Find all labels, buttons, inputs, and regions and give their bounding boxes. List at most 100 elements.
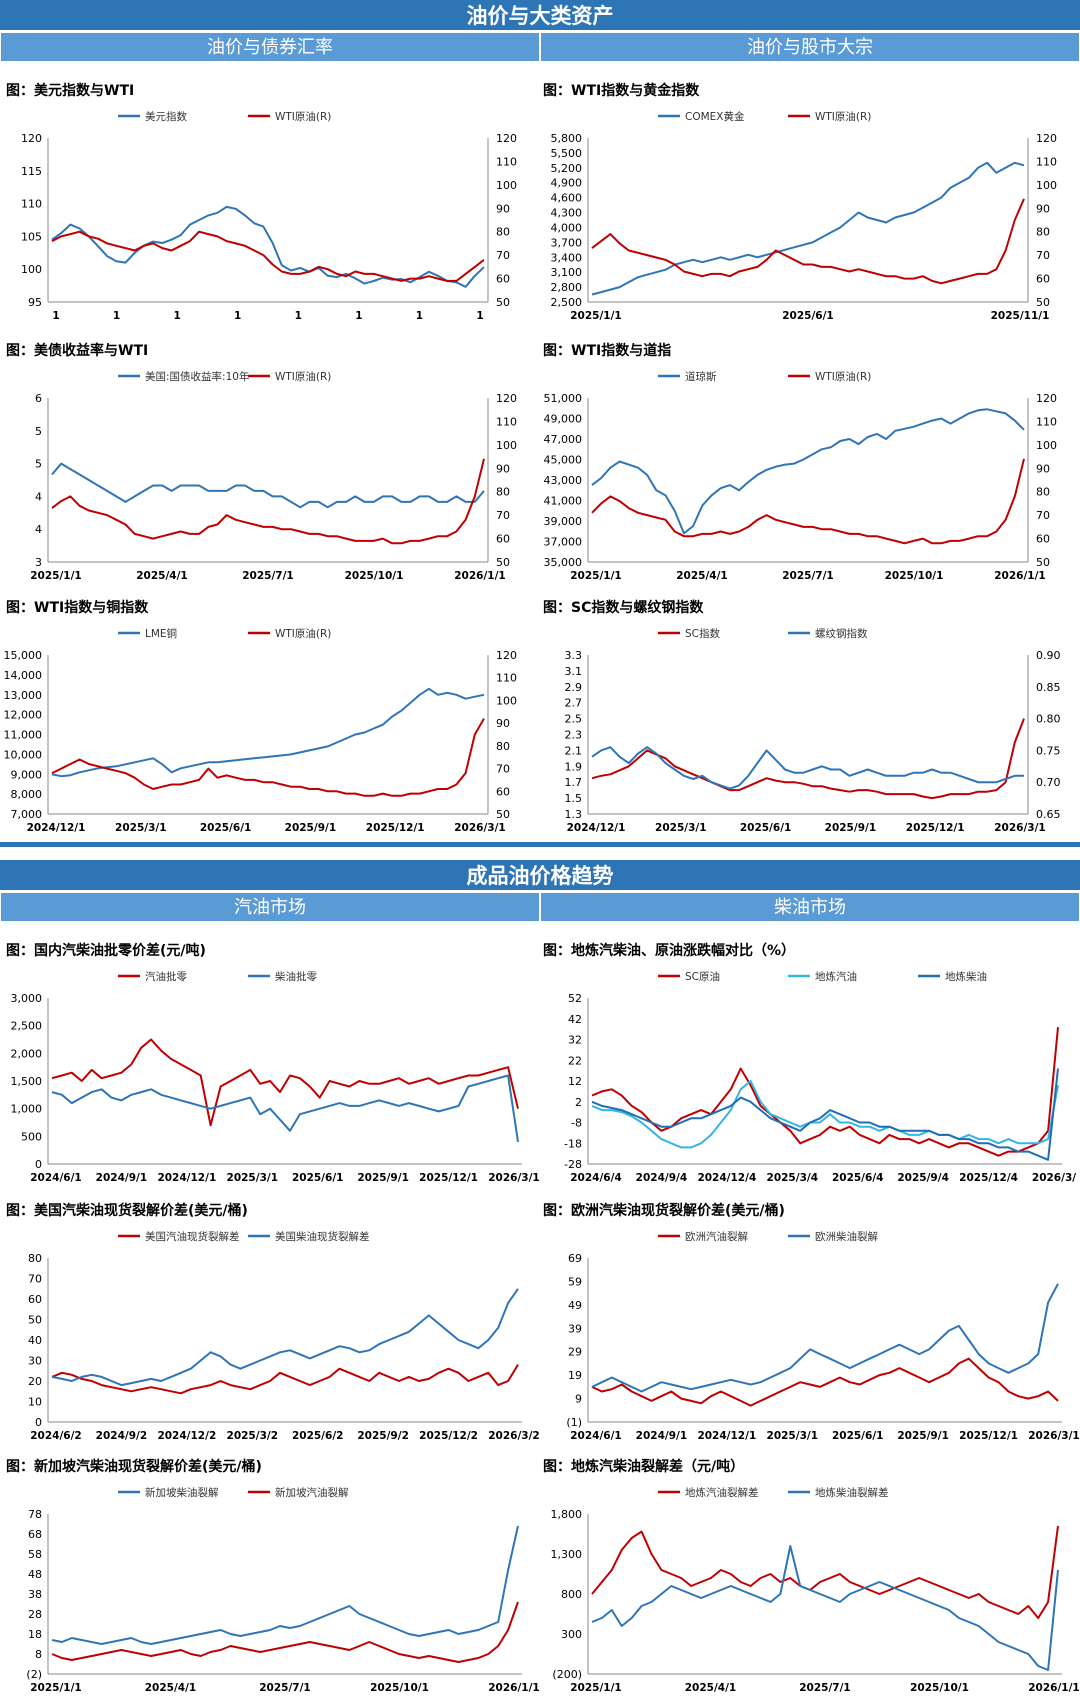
y-tick-label-right: 0.65 — [1036, 808, 1061, 821]
x-tick-label: 2025/6/1 — [200, 822, 252, 834]
y-tick-label-left: 120 — [21, 132, 42, 145]
y-tick-label-right: 110 — [1036, 155, 1057, 168]
y-tick-label-left: 80 — [28, 1252, 42, 1265]
y-tick-label-left: 35,000 — [544, 556, 583, 569]
y-tick-label-right: 0.70 — [1036, 776, 1061, 789]
legend-label: WTI原油(R) — [275, 627, 331, 640]
chart-sg-crack: 78 68 58 48 38 28 18 8 (2)2025/1/1 2025/4/1 2025/7… — [26, 1486, 539, 1694]
series-line — [51, 1364, 519, 1395]
y-tick-label-right: 70 — [496, 249, 510, 262]
y-tick-label-left: 14,000 — [4, 669, 43, 682]
y-tick-label-left: 5,800 — [551, 132, 583, 145]
x-tick-label: 2025/7/1 — [799, 1682, 851, 1694]
y-tick-label-left: 41,000 — [544, 495, 583, 508]
series-line — [591, 718, 1025, 800]
y-tick-label-left: -28 — [564, 1158, 582, 1171]
x-tick-label: 1 — [295, 310, 302, 322]
legend-label: 欧洲柴油裂解 — [815, 1230, 878, 1243]
y-tick-label-right: 60 — [496, 785, 510, 798]
y-tick-label-left: 3.3 — [565, 649, 583, 662]
x-tick-label: 1 — [476, 310, 483, 322]
y-tick-label-left: 95 — [28, 296, 42, 309]
y-tick-label-left: 110 — [21, 198, 42, 211]
x-tick-label: 2025/4/1 — [676, 570, 728, 582]
y-tick-label-right: 60 — [1036, 533, 1050, 546]
x-tick-label: 2024/6/4 — [570, 1172, 622, 1184]
y-tick-label-right: 60 — [496, 273, 510, 286]
x-tick-label: 2025/10/1 — [910, 1682, 969, 1694]
legend-label: 地炼柴油 — [945, 970, 987, 983]
legend-label: 地炼汽油裂解差 — [685, 1486, 759, 1499]
section1-left-header: 油价与债券汇率 — [0, 32, 540, 62]
y-tick-label-left: 5 — [35, 425, 42, 438]
y-tick-label-right: 110 — [496, 672, 517, 685]
series-line — [591, 1080, 1059, 1149]
y-tick-label-left: 50 — [28, 1314, 42, 1327]
series-line — [51, 205, 485, 288]
series-line — [51, 1601, 519, 1663]
y-tick-label-left: 38 — [28, 1588, 42, 1601]
y-tick-label-right: 80 — [496, 486, 510, 499]
chart-usd-wti: 120 115 110 105 100 95 120 110 100 90 80 70 60 50 1 1 1 1… — [21, 110, 517, 322]
y-tick-label-right: 0.75 — [1036, 744, 1061, 757]
series-line — [51, 687, 485, 778]
y-tick-label-left: 2.3 — [565, 729, 583, 742]
y-tick-label-left: 4,600 — [551, 192, 583, 205]
y-tick-label-left: 13,000 — [4, 689, 43, 702]
legend-label: 柴油批零 — [275, 970, 317, 983]
x-tick-label: 2025/12/1 — [419, 1172, 478, 1184]
y-tick-label-left: 39,000 — [544, 515, 583, 528]
chart-wti-dow: 51,000 49,000 47,000 45,000 43,000 41,000 39,0… — [544, 370, 1058, 582]
x-tick-label: 2024/12/2 — [157, 1430, 216, 1442]
panel-title-wti-copper: 图：WTI指数与铜指数 — [6, 600, 149, 616]
x-tick-label: 2026/3/1 — [1028, 1430, 1080, 1442]
legend-label: SC原油 — [685, 970, 720, 983]
y-tick-label-left: 9,000 — [11, 768, 43, 781]
panel-title-teapot-change: 图：地炼汽柴油、原油涨跌幅对比（%） — [543, 943, 796, 959]
y-tick-label-right: 100 — [1036, 179, 1057, 192]
y-tick-label-left: 15,000 — [4, 649, 43, 662]
y-tick-label-left: 3 — [35, 556, 42, 569]
y-tick-label-right: 110 — [496, 415, 517, 428]
panel-title-domestic-spread: 图：国内汽柴油批零价差(元/吨) — [6, 943, 206, 959]
y-tick-label-right: 0.80 — [1036, 713, 1061, 726]
y-tick-label-left: 37,000 — [544, 536, 583, 549]
y-tick-label-left: 43,000 — [544, 474, 583, 487]
section2-left-header: 汽油市场 — [0, 892, 540, 922]
series-line — [51, 1525, 519, 1645]
y-tick-label-left: 29 — [568, 1346, 582, 1359]
y-tick-label-left: 100 — [21, 263, 42, 276]
y-tick-label-left: 2,000 — [11, 1047, 43, 1060]
legend-label: 美国柴油现货裂解差 — [275, 1230, 370, 1243]
y-tick-label-left: 3,000 — [11, 992, 43, 1005]
y-tick-label-left: 1,500 — [11, 1075, 43, 1088]
legend-label: 地炼汽油 — [815, 970, 857, 983]
y-tick-label-left: 4,900 — [551, 177, 583, 190]
y-tick-label-left: 2.5 — [565, 713, 583, 726]
y-tick-label-right: 70 — [496, 509, 510, 522]
y-tick-label-right: 120 — [496, 392, 517, 405]
y-tick-label-right: 0.90 — [1036, 649, 1061, 662]
series-line — [51, 462, 485, 509]
y-tick-label-right: 80 — [496, 226, 510, 239]
x-tick-label: 2026/1/1 — [1028, 1682, 1080, 1694]
y-tick-label-left: 78 — [28, 1508, 42, 1521]
x-tick-label: 2025/12/1 — [959, 1430, 1018, 1442]
panel-title-eu-crack: 图：欧洲汽柴油现货裂解价差(美元/桶) — [543, 1203, 785, 1219]
y-tick-label-left: (200) — [552, 1668, 582, 1681]
y-tick-label-left: 2,500 — [551, 296, 583, 309]
panel-title-sg-crack: 图：新加坡汽柴油现货裂解价差(美元/桶) — [6, 1459, 262, 1475]
y-tick-label-left: 60 — [28, 1293, 42, 1306]
x-tick-label: 2026/3/ — [1032, 1172, 1076, 1184]
x-tick-label: 2025/1/1 — [30, 570, 82, 582]
y-tick-label-left: 5 — [35, 458, 42, 471]
x-tick-label: 2025/3/1 — [655, 822, 707, 834]
legend-label: 地炼柴油裂解差 — [815, 1486, 889, 1499]
y-tick-label-right: 90 — [496, 462, 510, 475]
series-line — [51, 458, 485, 545]
x-tick-label: 1 — [113, 310, 120, 322]
x-tick-label: 2025/6/1 — [832, 1430, 884, 1442]
x-tick-label: 2025/6/1 — [292, 1172, 344, 1184]
